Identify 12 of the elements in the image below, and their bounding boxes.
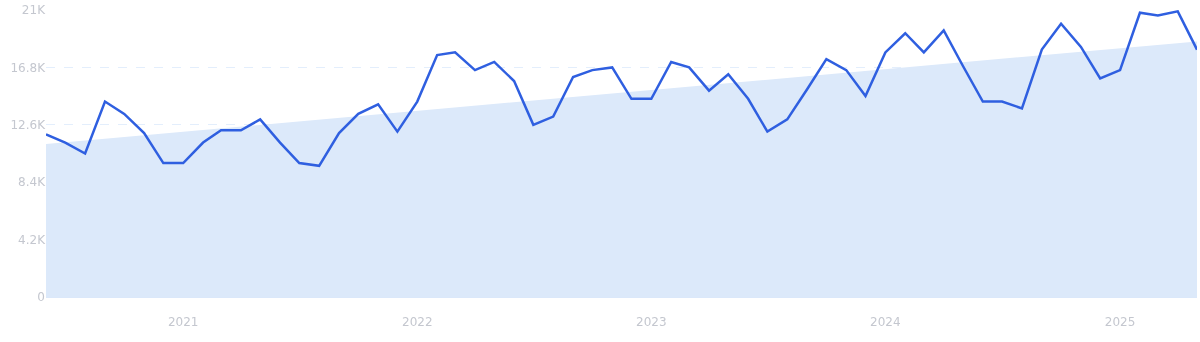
line-series	[46, 10, 1197, 168]
x-tick-label: 2022	[402, 315, 433, 330]
y-tick-label: 0	[37, 290, 45, 305]
y-tick-label: 4.2K	[18, 232, 47, 247]
x-tick-label: 2023	[636, 315, 667, 330]
x-tick-label: 2021	[167, 315, 199, 330]
y-tick-label: 12.6K	[10, 118, 47, 132]
y-tick-label: 21K	[21, 3, 47, 18]
y-tick-label: 8.4K	[18, 175, 47, 190]
x-tick-label: 2025	[1104, 315, 1136, 330]
x-tick-label: 2024	[870, 315, 901, 330]
y-tick-label: 16.8K	[10, 60, 47, 75]
